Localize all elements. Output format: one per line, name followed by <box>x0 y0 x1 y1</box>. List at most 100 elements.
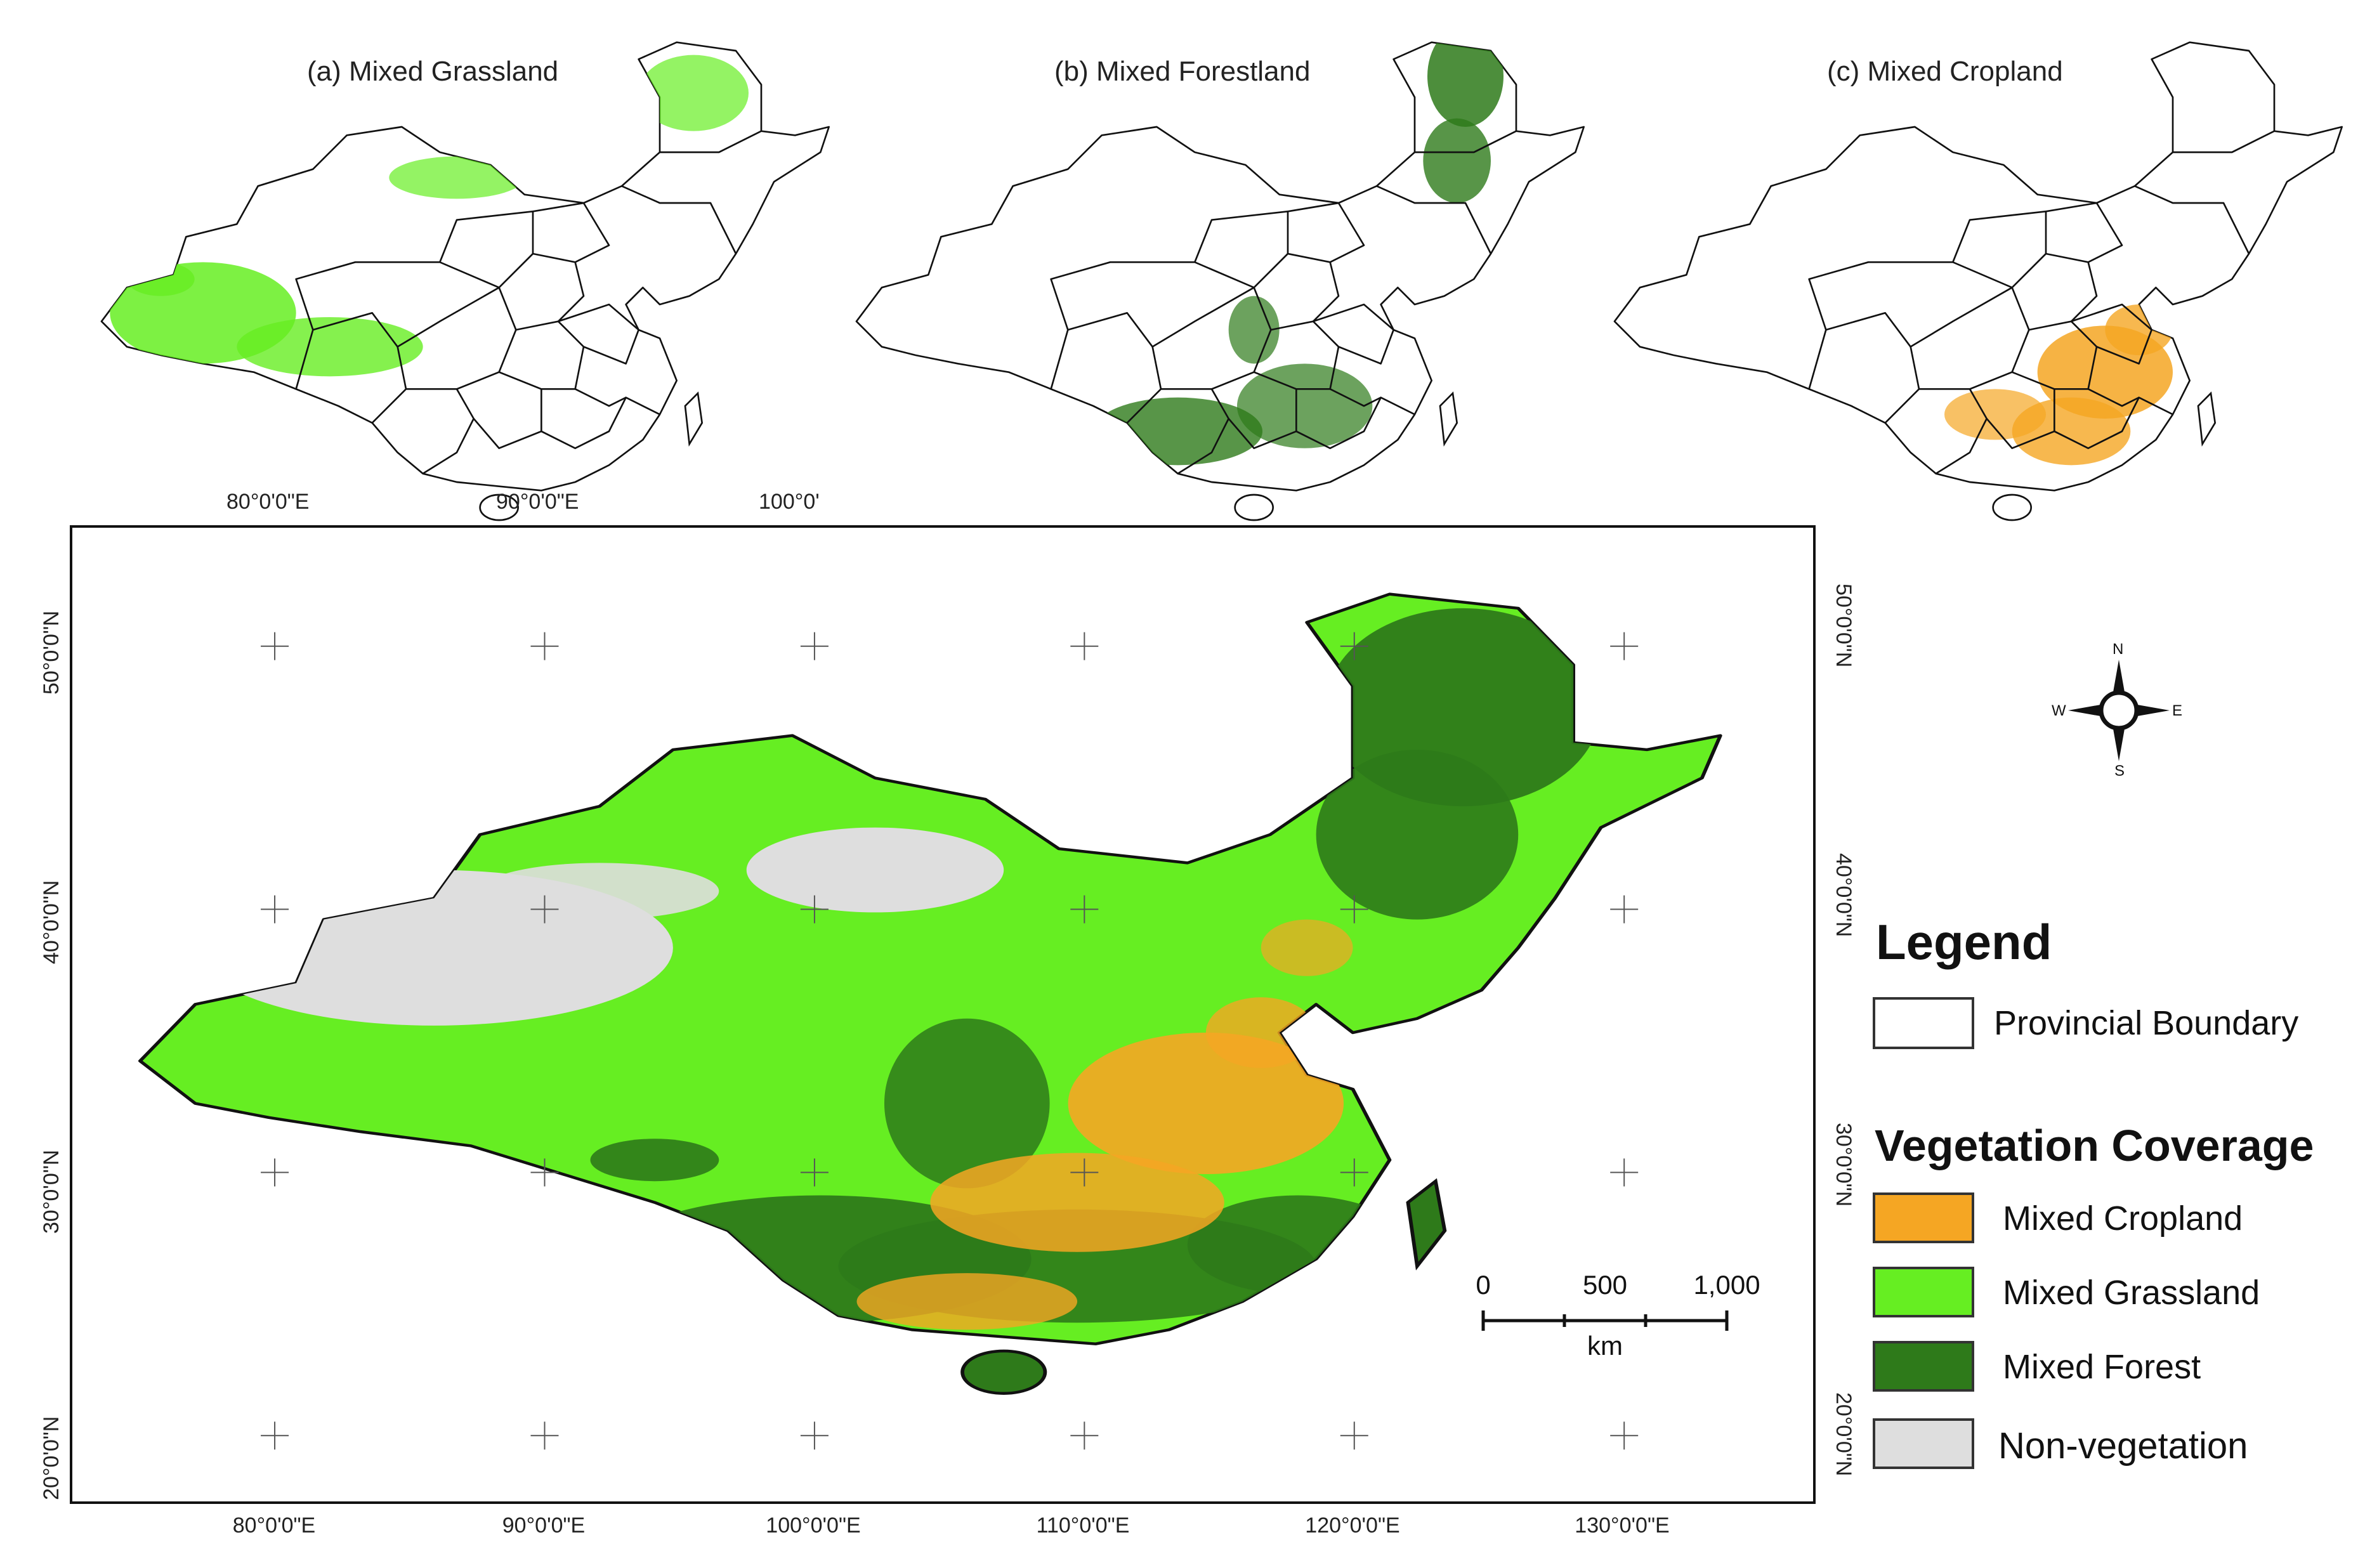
legend-swatch-forest <box>1873 1341 1974 1392</box>
provincial-boundary <box>1151 287 1255 389</box>
coverage-patch <box>1205 997 1316 1068</box>
legend-label-cropland: Mixed Cropland <box>2003 1199 2243 1238</box>
graticule-cross <box>1610 1421 1639 1450</box>
graticule-cross <box>530 895 559 924</box>
provincial-boundary <box>498 320 585 390</box>
inset-grassland-land <box>100 41 830 521</box>
provincial-boundary <box>2054 396 2173 449</box>
china-land-group <box>138 592 1722 1395</box>
provincial-boundary <box>1376 185 1492 254</box>
provincial-boundary <box>2071 303 2152 365</box>
y-tick-left-20n: 20°0'0"N <box>39 1416 63 1500</box>
provincial-boundary <box>1808 312 1911 389</box>
coverage-patch <box>856 1273 1078 1330</box>
provincial-boundary <box>498 252 585 330</box>
inset-cropland-map <box>1613 41 2343 521</box>
coverage-patch <box>1427 42 1504 127</box>
china-land-group <box>855 41 1585 521</box>
provincial-boundary <box>1884 388 1988 474</box>
y-tick-right-40n: 40°0'0"N <box>1831 853 1856 938</box>
provincial-boundary <box>439 211 534 263</box>
graticule-cross <box>261 632 289 660</box>
coverage-patch <box>1944 389 2046 440</box>
legend-swatch-nonveg <box>1873 1418 1974 1469</box>
top-tick-90e: 90°0'0"E <box>496 490 579 514</box>
coverage-patch <box>480 863 719 920</box>
provincial-boundary <box>295 312 398 389</box>
provincial-boundary <box>1126 388 1229 474</box>
graticule-cross <box>800 1421 829 1450</box>
scale-label-1000: 1,000 <box>1693 1270 1760 1300</box>
graticule-cross <box>530 1158 559 1187</box>
inset-forestland-map <box>855 41 1585 521</box>
y-tick-right-20n: 20°0'0"N <box>1831 1392 1856 1477</box>
coverage-patch <box>638 55 749 131</box>
graticule-cross <box>1340 1421 1368 1450</box>
provincial-boundary <box>621 185 737 254</box>
graticule-cross <box>800 1158 829 1187</box>
coverage-patch <box>1261 919 1353 976</box>
coverage-patch <box>1228 296 1280 364</box>
china-land-group <box>1613 41 2343 521</box>
provincial-boundary <box>1952 211 2047 263</box>
china-land-group <box>100 41 830 521</box>
x-tick-110e: 110°0'0"E <box>1036 1513 1130 1538</box>
x-tick-120e: 120°0'0"E <box>1305 1513 1400 1538</box>
inset-title-forestland: (b) Mixed Forestland <box>1054 56 1311 87</box>
provincial-boundary <box>371 388 475 474</box>
provincial-boundary <box>1808 261 2013 330</box>
provincial-boundary <box>1287 202 1365 263</box>
y-tick-left-30n: 30°0'0"N <box>39 1149 63 1234</box>
provincial-boundary <box>1910 287 2013 389</box>
inset-cropland-land <box>1613 41 2343 521</box>
coverage-patch <box>746 827 1004 913</box>
china-land <box>138 592 1722 1345</box>
provincial-boundary <box>2134 185 2250 254</box>
coverage-patch <box>930 1153 1224 1252</box>
graticule-cross <box>1340 632 1368 660</box>
provincial-boundary <box>575 388 627 407</box>
x-tick-90e: 90°0'0"E <box>502 1513 586 1538</box>
graticule-cross <box>1610 632 1639 660</box>
coverage-patch <box>237 317 423 377</box>
main-map <box>138 592 1722 1450</box>
inset-grassland-map <box>100 41 830 521</box>
graticule-cross <box>1340 1158 1368 1187</box>
y-tick-left-50n: 50°0'0"N <box>39 610 63 695</box>
graticule-cross <box>1610 1158 1639 1187</box>
coverage-patch <box>590 1139 719 1182</box>
coverage-patch <box>2105 304 2173 355</box>
legend-label-grassland: Mixed Grassland <box>2003 1274 2260 1312</box>
graticule-cross <box>1610 895 1639 924</box>
y-tick-right-50n: 50°0'0"N <box>1831 584 1856 668</box>
graticule-cross <box>1070 632 1099 660</box>
graticule-cross <box>261 1158 289 1187</box>
coverage-patch <box>389 156 525 199</box>
x-tick-80e: 80°0'0"E <box>232 1513 316 1538</box>
provincial-boundary <box>1330 388 1382 407</box>
hainan-island <box>1234 493 1274 521</box>
legend-swatch-grassland <box>1873 1267 1974 1317</box>
provincial-boundary <box>456 371 542 449</box>
graticule-cross <box>1070 1421 1099 1450</box>
east-label: E <box>2172 702 2183 719</box>
hainan-island <box>960 1349 1047 1395</box>
provincial-boundary <box>660 130 762 154</box>
y-tick-right-30n: 30°0'0"N <box>1831 1123 1856 1207</box>
top-tick-80e: 80°0'0"E <box>226 490 310 514</box>
graticule-cross <box>1340 895 1368 924</box>
provincial-boundary <box>295 261 500 330</box>
graticule-cross <box>800 895 829 924</box>
coverage-patch <box>127 262 195 296</box>
north-label: N <box>2113 641 2124 658</box>
scale-unit: km <box>1587 1331 1623 1361</box>
legend-title: Legend <box>1876 914 2052 970</box>
provincial-boundary <box>1211 371 1297 449</box>
graticule-crosses <box>261 632 1639 1450</box>
legend-label-forest: Mixed Forest <box>2003 1348 2201 1386</box>
legend-label-boundary: Provincial Boundary <box>1994 1004 2299 1042</box>
graticule-cross <box>1070 895 1099 924</box>
graticule-cross <box>1070 1158 1099 1187</box>
west-label: W <box>2052 702 2066 719</box>
taiwan-island <box>2197 391 2217 447</box>
